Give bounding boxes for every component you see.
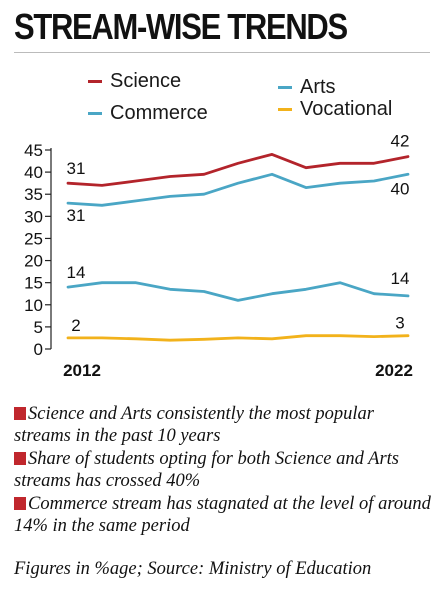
x-tick-label-start: 2012: [63, 361, 101, 380]
legend-label-vocational: Vocational: [300, 98, 393, 120]
y-tick-label: 40: [24, 163, 43, 182]
legend-item-vocational: Vocational: [278, 98, 392, 121]
legend-label-science: Science: [110, 70, 182, 92]
legend-swatch-arts: [278, 86, 292, 89]
note-text: Share of students opting for both Scienc…: [14, 449, 400, 491]
source-note: Figures in %age; Source: Ministry of Edu…: [14, 559, 372, 579]
y-tick-label: 35: [24, 185, 43, 204]
x-tick-label-end: 2022: [375, 361, 413, 380]
legend-swatch-vocational: [278, 108, 292, 111]
legend-label-commerce: Commerce: [110, 102, 208, 124]
legend-item-commerce: Commerce: [88, 102, 208, 125]
y-tick-label: 15: [24, 274, 43, 293]
data-label-vocational-start: 2: [71, 316, 80, 335]
data-label-arts-end: 40: [391, 179, 410, 198]
note-text: Science and Arts consistently the most p…: [14, 404, 374, 446]
series-line-commerce: [66, 281, 410, 302]
data-label-commerce-end: 14: [391, 269, 410, 288]
square-bullet-icon: [14, 407, 26, 420]
series-line-arts: [66, 172, 410, 207]
note-item: Share of students opting for both Scienc…: [14, 448, 434, 492]
data-label-vocational-end: 3: [395, 314, 404, 333]
y-tick-label: 5: [34, 318, 43, 337]
x-axis: 2012 2022: [63, 361, 413, 380]
data-label-science-end: 42: [391, 132, 410, 151]
square-bullet-icon: [14, 497, 26, 510]
note-text: Commerce stream has stagnated at the lev…: [14, 494, 431, 536]
legend-item-arts: Arts: [278, 76, 336, 99]
legend-swatch-commerce: [88, 112, 102, 115]
y-axis: 45 40 35 30 25 20 15 10 5 0: [24, 141, 52, 359]
y-tick-label: 20: [24, 252, 43, 271]
title-divider: [14, 52, 430, 53]
chart-legend: Science Arts Commerce Vocational: [88, 70, 428, 130]
key-notes: Science and Arts consistently the most p…: [14, 403, 434, 538]
y-tick-label: 10: [24, 296, 43, 315]
legend-item-science: Science: [88, 70, 181, 93]
series-lines: [66, 152, 410, 342]
y-tick-label: 30: [24, 207, 43, 226]
legend-swatch-science: [88, 80, 102, 83]
y-tick-label: 45: [24, 141, 43, 160]
data-labels: 31 42 31 40 14 14 2 3: [67, 132, 410, 335]
series-line-vocational: [66, 334, 410, 342]
data-label-commerce-start: 14: [67, 263, 86, 282]
note-item: Science and Arts consistently the most p…: [14, 403, 434, 447]
note-item: Commerce stream has stagnated at the lev…: [14, 493, 434, 537]
data-label-arts-start: 31: [67, 206, 86, 225]
legend-label-arts: Arts: [300, 76, 336, 98]
square-bullet-icon: [14, 452, 26, 465]
data-label-science-start: 31: [67, 159, 86, 178]
chart-title: STREAM-WISE TRENDS: [14, 6, 348, 47]
series-line-science: [66, 152, 410, 187]
y-tick-label: 0: [34, 340, 43, 359]
y-tick-label: 25: [24, 229, 43, 248]
